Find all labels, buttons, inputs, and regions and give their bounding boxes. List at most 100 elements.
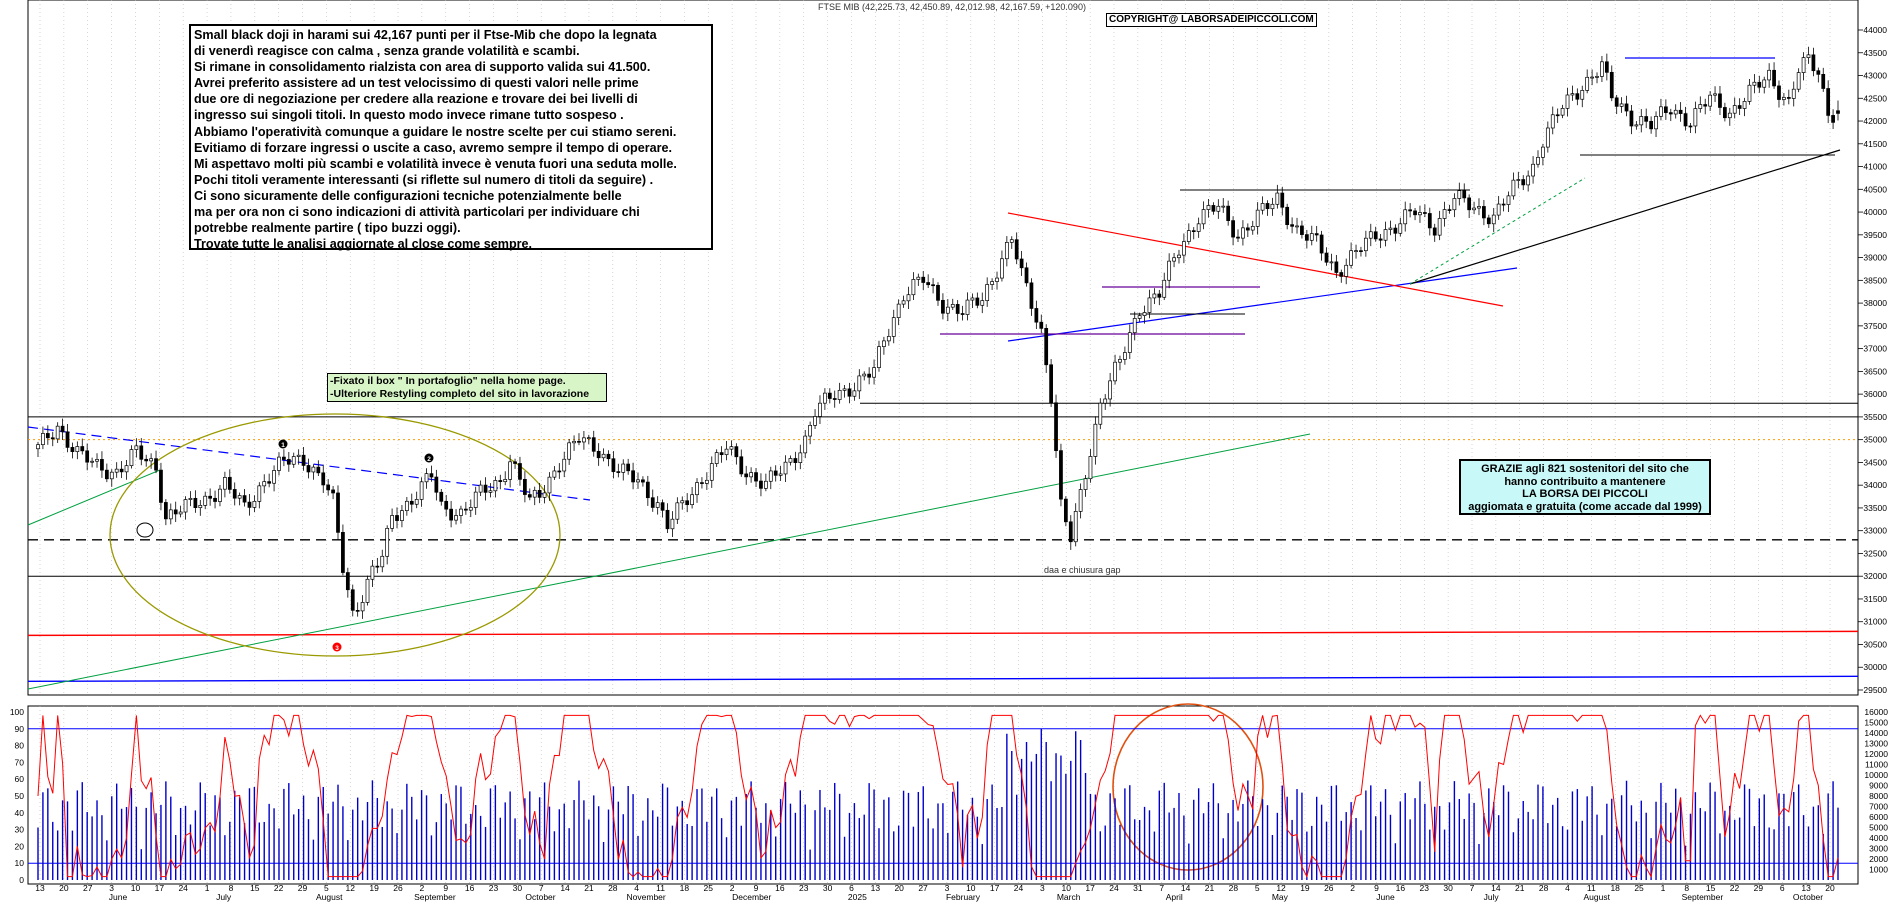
candle-body [813, 416, 817, 426]
date-tick-label: 8 [229, 883, 234, 893]
price-tick-label: 44000 [1863, 25, 1887, 35]
candle-body [832, 398, 837, 400]
candle-body [965, 299, 970, 315]
candle-body [1270, 203, 1275, 210]
candle-body [1826, 88, 1831, 116]
commentary-line: ingresso sui singoli titoli. In questo m… [194, 108, 624, 123]
price-tick-label: 35000 [1863, 435, 1887, 445]
thanks-box: GRAZIE agli 821 sostenitori del sito che… [1459, 459, 1711, 515]
candle-body [1088, 456, 1093, 480]
date-tick-label: 1 [205, 883, 210, 893]
candle-body [641, 479, 645, 483]
date-tick-label: 4 [634, 883, 639, 893]
candle-body [1172, 257, 1176, 262]
commentary-line: ma per ora non ci sono indicazioni di at… [194, 205, 640, 220]
candle-body [572, 440, 576, 444]
candle-body [1137, 315, 1142, 319]
candle-body [498, 480, 503, 483]
candle-body [872, 367, 876, 378]
date-tick-label: 14 [1181, 883, 1191, 893]
candle-body [941, 299, 945, 314]
candle-body [1727, 112, 1732, 119]
candle-body [655, 502, 660, 508]
candle-body [975, 297, 980, 306]
candle-body [1275, 192, 1280, 205]
candle-body [1118, 359, 1122, 363]
candle-body [55, 425, 60, 440]
candle-body [380, 555, 385, 568]
oscillator-line [37, 714, 1839, 879]
candle-body [1157, 293, 1162, 298]
oscillator-tick-label: 70 [15, 757, 25, 767]
oscillator-tick-label: 40 [15, 808, 25, 818]
month-label: April [1166, 892, 1183, 902]
candle-body [1413, 210, 1417, 216]
volume-tick-label: 16000 [1864, 707, 1888, 717]
candle-body [1319, 234, 1324, 254]
date-tick-label: 8 [1684, 883, 1689, 893]
candle-body [404, 500, 409, 512]
candle-body [1536, 156, 1540, 165]
volume-tick-label: 7000 [1869, 802, 1888, 812]
candle-body [1354, 250, 1358, 252]
candle-body [1531, 163, 1535, 177]
candle-body [1467, 197, 1472, 211]
candle-body [1383, 229, 1388, 241]
candle-body [606, 453, 611, 460]
candle-body [1659, 106, 1663, 117]
candle-body [1609, 71, 1614, 99]
candle-body [783, 461, 788, 475]
candle-body [444, 500, 449, 510]
candle-body [685, 500, 690, 506]
candle-body [159, 469, 163, 503]
candle-body [1309, 233, 1314, 241]
candle-body [1683, 113, 1688, 127]
price-tick-label: 32000 [1863, 571, 1887, 581]
candle-body [45, 433, 50, 439]
date-tick-label: 10 [131, 883, 141, 893]
volume-tick-label: 2000 [1869, 854, 1888, 864]
candle-body [1123, 352, 1127, 360]
candle-body [409, 500, 414, 505]
candle-body [596, 450, 601, 459]
candle-body [1108, 380, 1113, 400]
date-tick-label: 16 [465, 883, 475, 893]
red-level-line [27, 630, 1859, 637]
commentary-line: Small black doji in harami sui 42,167 pu… [194, 28, 657, 42]
candle-body [178, 511, 183, 515]
point-marker-label: 1 [281, 442, 285, 449]
candle-body [1472, 207, 1476, 211]
candle-body [842, 388, 847, 391]
candle-body [862, 373, 867, 377]
date-tick-label: 10 [1062, 883, 1072, 893]
candle-body [114, 468, 119, 473]
date-tick-label: 10 [966, 883, 976, 893]
candle-body [695, 482, 699, 496]
thanks-line: LA BORSA DEI PICCOLI [1522, 488, 1648, 501]
thanks-line: aggiomata e gratuita (come accade dal 19… [1468, 500, 1702, 513]
commentary-line: Abbiamo l'operatività comunque a guidare… [194, 124, 677, 139]
candle-body [1639, 116, 1644, 126]
green-short-trendline [27, 469, 161, 526]
candle-body [1103, 398, 1108, 404]
candle-body [660, 502, 665, 511]
candle-body [788, 458, 793, 463]
candle-body [867, 373, 872, 378]
candle-body [252, 500, 257, 508]
candle-body [80, 446, 85, 452]
candle-body [1511, 179, 1516, 197]
candle-body [1742, 101, 1747, 109]
candle-body [1772, 69, 1776, 87]
commentary-line: Evitiamo di forzare ingressi o uscite a … [194, 140, 673, 155]
volume-tick-label: 4000 [1869, 833, 1888, 843]
candle-body [75, 446, 80, 452]
green-dotted-trendline [1409, 177, 1586, 285]
date-tick-label: 23 [799, 883, 809, 893]
notice-box: -Fixato il box " In portafoglio" nella h… [327, 373, 607, 402]
candle-body [1482, 206, 1486, 219]
date-tick-label: 29 [1754, 883, 1764, 893]
candle-body [60, 425, 65, 433]
candle-body [1186, 230, 1191, 242]
candle-body [1334, 261, 1339, 273]
date-tick-label: 13 [871, 883, 881, 893]
